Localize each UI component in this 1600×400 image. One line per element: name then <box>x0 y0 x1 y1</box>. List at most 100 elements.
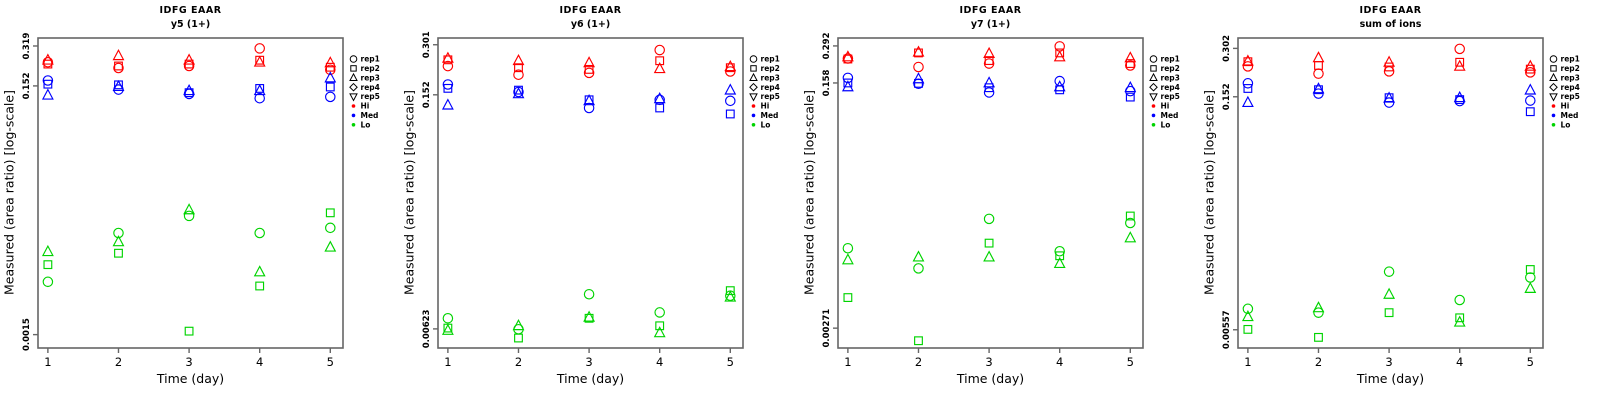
data-point-Lo-rep2 <box>1314 332 1323 342</box>
data-point-Lo-rep3 <box>1241 309 1254 322</box>
legend-rep2-icon <box>1150 65 1157 72</box>
x-tick-label: 1 <box>44 355 51 369</box>
data-point-Med-rep3 <box>1124 80 1137 93</box>
data-point-Hi-rep2 <box>584 64 594 74</box>
data-point-Hi-rep3 <box>1053 50 1066 62</box>
data-point-Lo-rep2 <box>984 238 994 248</box>
scatter-plot-sum: 0.302 0.152 0.00557 1 2 3 4 5 rep1rep2rep3rep4re… <box>1222 35 1580 369</box>
legend-label: rep3 <box>361 73 380 82</box>
data-point-Med-rep2 <box>914 78 923 88</box>
data-point-Lo-rep3 <box>324 240 337 252</box>
y-tick-label: 0.152 <box>1222 83 1232 110</box>
scatter-plot-y7: 0.292 0.158 0.00271 1 2 3 4 5 rep1rep2rep3rep4re… <box>822 32 1180 369</box>
data-point-Med-rep3 <box>1524 83 1537 95</box>
data-point-Hi-rep1 <box>583 67 595 79</box>
data-point-Med-rep3 <box>112 79 125 92</box>
legend-rep2-icon <box>350 65 357 72</box>
chart-panel-y7: 0.292 0.158 0.00271 1 2 3 4 5 rep1 rep2 rep3 rep4 re… <box>800 0 1200 400</box>
legend-label: Lo <box>1561 120 1571 129</box>
legend-label: Hi <box>1561 102 1570 111</box>
chart-title: IDFG EAAR <box>159 5 222 16</box>
legend-label: Hi <box>1161 102 1170 111</box>
data-point-Med-rep3 <box>253 83 266 96</box>
legend-rep4-icon <box>349 82 358 92</box>
chart-panel-y5: 0.319 0.152 0.0015 1 2 3 4 5 rep1 rep2 rep3 rep4 rep… <box>0 0 400 400</box>
data-point-Hi-rep1 <box>913 61 924 73</box>
data-point-Med-rep2 <box>655 103 665 113</box>
data-point-Hi-rep2 <box>984 56 994 66</box>
data-point-Hi-rep2 <box>1314 61 1323 70</box>
plot-box <box>837 37 1144 349</box>
data-point-Lo-rep1 <box>1525 272 1536 283</box>
x-axis-label: Time (day) <box>156 371 225 386</box>
data-point-Hi-rep3 <box>1124 51 1137 63</box>
data-point-Lo-rep3 <box>653 326 666 338</box>
legend-rep3-icon <box>1149 72 1158 82</box>
data-point-Lo-rep2 <box>255 281 265 291</box>
x-axis-label: Time (day) <box>1356 371 1425 386</box>
legend-rep1-icon <box>1149 55 1158 63</box>
data-point-Med-rep3 <box>41 88 54 100</box>
chart-panel-sum: 0.302 0.152 0.00557 1 2 3 4 5 rep1 rep2 rep3 rep4 re… <box>1200 0 1600 400</box>
data-point-Med-rep3 <box>512 87 525 99</box>
chart-title: IDFG EAAR <box>1359 5 1422 16</box>
x-tick-label: 1 <box>444 355 451 369</box>
data-point-Lo-rep2 <box>1243 324 1253 334</box>
x-tick-label: 1 <box>844 355 851 369</box>
legend-rep5-icon <box>349 93 358 102</box>
data-point-Lo-rep3 <box>512 319 525 331</box>
data-point-Med-rep2 <box>843 78 853 88</box>
data-point-Hi-rep2 <box>1384 62 1394 72</box>
legend-Hi-dot <box>1551 104 1556 108</box>
data-point-Hi-rep1 <box>1242 61 1254 72</box>
data-point-Med-rep1 <box>725 95 736 107</box>
y-axis-label: Measured (area ratio) [log-scale] <box>801 90 817 295</box>
legend-rep1-icon <box>349 55 358 63</box>
data-point-Med-rep3 <box>583 94 596 106</box>
y-axis-label: Measured (area ratio) [log-scale] <box>401 90 417 295</box>
data-point-Hi-rep3 <box>1383 55 1396 67</box>
data-point-Hi-rep3 <box>983 46 996 59</box>
legend-label: rep5 <box>761 92 780 101</box>
legend-label: rep5 <box>1561 92 1580 101</box>
data-point-Med-rep3 <box>1453 90 1466 103</box>
data-point-Lo-rep2 <box>184 326 194 336</box>
data-point-Hi-rep1 <box>42 56 54 68</box>
x-tick-label: 5 <box>727 355 734 369</box>
legend-rep1-icon <box>749 55 758 63</box>
data-point-Med-rep3 <box>1053 80 1066 92</box>
legend-label: rep2 <box>1161 64 1180 73</box>
legend-label: Med <box>361 111 379 120</box>
data-point-Med-rep2 <box>1243 84 1253 93</box>
data-point-Hi-rep3 <box>1312 51 1325 63</box>
data-point-Hi-rep2 <box>114 61 123 71</box>
x-tick-label: 3 <box>985 355 992 369</box>
data-point-Lo-rep1 <box>1054 245 1065 257</box>
x-tick-label: 4 <box>256 355 263 369</box>
legend-Med-dot <box>1551 113 1556 118</box>
data-point-Lo-rep1 <box>583 288 595 300</box>
data-point-Lo-rep2 <box>843 293 853 302</box>
legend-Lo-dot <box>751 123 756 127</box>
y-axis-label: Measured (area ratio) [log-scale] <box>1201 90 1217 295</box>
data-point-Lo-rep3 <box>724 290 737 302</box>
legend-label: rep5 <box>1161 92 1180 101</box>
data-point-Med-rep1 <box>42 75 54 86</box>
data-point-Lo-rep1 <box>1313 307 1324 318</box>
data-point-Lo-rep3 <box>583 310 596 322</box>
data-point-Hi-rep1 <box>1313 68 1324 79</box>
data-point-Lo-rep3 <box>912 250 925 262</box>
data-point-Lo-rep2 <box>1455 313 1465 323</box>
x-tick-label: 2 <box>915 355 922 369</box>
legend-Hi-dot <box>1151 104 1156 108</box>
data-point-Med-rep2 <box>514 85 523 95</box>
legend-label: Lo <box>761 120 771 129</box>
x-tick-label: 4 <box>656 355 663 369</box>
y-tick-label: 0.292 <box>822 32 832 59</box>
data-point-Lo-rep3 <box>1124 231 1137 243</box>
data-point-Lo-rep3 <box>1053 256 1066 269</box>
y-tick-label: 0.319 <box>22 32 32 59</box>
data-point-Hi-rep3 <box>583 56 596 68</box>
legend-label: rep2 <box>1561 64 1580 73</box>
data-point-Lo-rep3 <box>1453 315 1466 327</box>
